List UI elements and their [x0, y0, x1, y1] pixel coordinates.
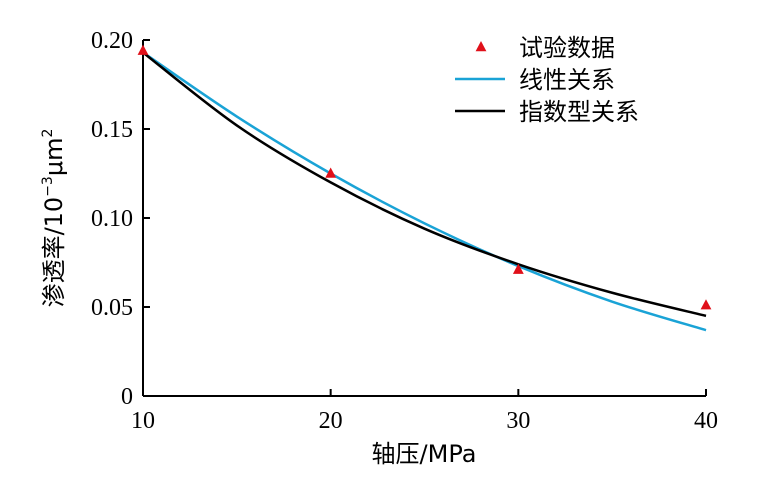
series-marker-point	[512, 263, 524, 274]
x-tick-label: 20	[319, 408, 343, 434]
y-tick-label: 0.15	[91, 117, 133, 143]
y-axis-title: 渗透率/10−3μm2	[40, 129, 68, 308]
series-marker-point	[137, 44, 149, 55]
legend-label-2: 指数型关系	[519, 98, 639, 126]
y-axis-title-exp: −3	[40, 176, 56, 197]
x-tick-label: 10	[131, 408, 155, 434]
x-tick-label: 40	[694, 408, 718, 434]
y-axis-title-unit: μm	[40, 138, 68, 177]
y-axis-title-main: 渗透率/10	[40, 197, 68, 308]
y-tick-label: 0.20	[91, 28, 133, 54]
y-tick-label: 0.10	[91, 206, 133, 232]
series-line-1	[142, 51, 707, 332]
x-tick-label: 30	[506, 408, 530, 434]
series-line-2	[142, 51, 707, 318]
x-axis-title: 轴压/MPa	[372, 440, 477, 468]
y-ticks: 0 0.05 0.10 0.15 0.20	[91, 28, 150, 410]
x-ticks: 10 20 30 40	[131, 389, 718, 434]
series-layer	[137, 44, 712, 332]
series-marker-point	[325, 167, 337, 178]
plot-area: 10 20 30 40 0 0.05 0.10 0.15 0.20	[91, 28, 718, 434]
y-tick-label: 0.05	[91, 295, 133, 321]
y-axis-title-unit-exp: 2	[40, 129, 56, 138]
legend-label-0: 试验数据	[519, 34, 615, 62]
y-tick-label: 0	[121, 384, 133, 410]
legend-marker-0	[475, 41, 487, 52]
series-marker-point	[700, 299, 712, 310]
legend-label-1: 线性关系	[519, 66, 615, 94]
